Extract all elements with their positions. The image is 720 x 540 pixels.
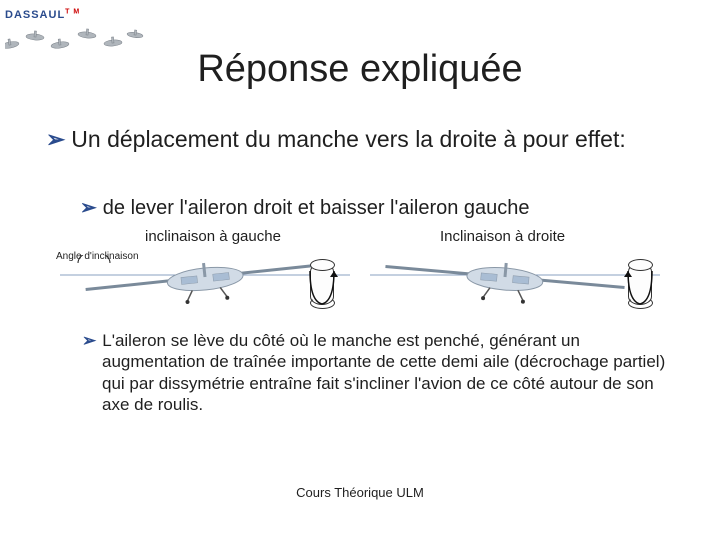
plane-right-icon (370, 255, 660, 315)
bullet-sub-2: ➢ L'aileron se lève du côté où le manche … (82, 330, 672, 415)
logo-brand: DASSAUL (5, 9, 65, 21)
slide: DASSAULT M Réponse expliquée ➢Un déplace… (0, 0, 720, 540)
rotation-arrow-icon (624, 261, 656, 307)
arrow-icon: ➢ (46, 126, 65, 152)
logo-tm: T M (65, 8, 80, 15)
label-incline-right: Inclinaison à droite (440, 228, 565, 245)
bullet-sub-1-text: de lever l'aileron droit et baisser l'ai… (103, 197, 530, 219)
label-incline-left: inclinaison à gauche (145, 228, 281, 245)
page-title: Réponse expliquée (0, 48, 720, 91)
diagram-labels: inclinaison à gauche Inclinaison à droit… (0, 228, 720, 248)
rotation-arrow-icon (306, 261, 338, 307)
logo-text: DASSAULT M (5, 9, 80, 21)
arrow-icon: ➢ (82, 331, 96, 350)
bullet-sub-2-text: L'aileron se lève du côté où le manche e… (102, 331, 665, 414)
footer-text: Cours Théorique ULM (0, 485, 720, 500)
diagram-right (370, 255, 660, 315)
bullet-main: ➢Un déplacement du manche vers la droite… (46, 125, 680, 154)
bullet-sub-1: ➢ de lever l'aileron droit et baisser l'a… (80, 195, 680, 220)
arrow-icon: ➢ (80, 197, 97, 219)
bullet-main-text: Un déplacement du manche vers la droite … (71, 126, 625, 152)
diagram-left (60, 255, 350, 315)
